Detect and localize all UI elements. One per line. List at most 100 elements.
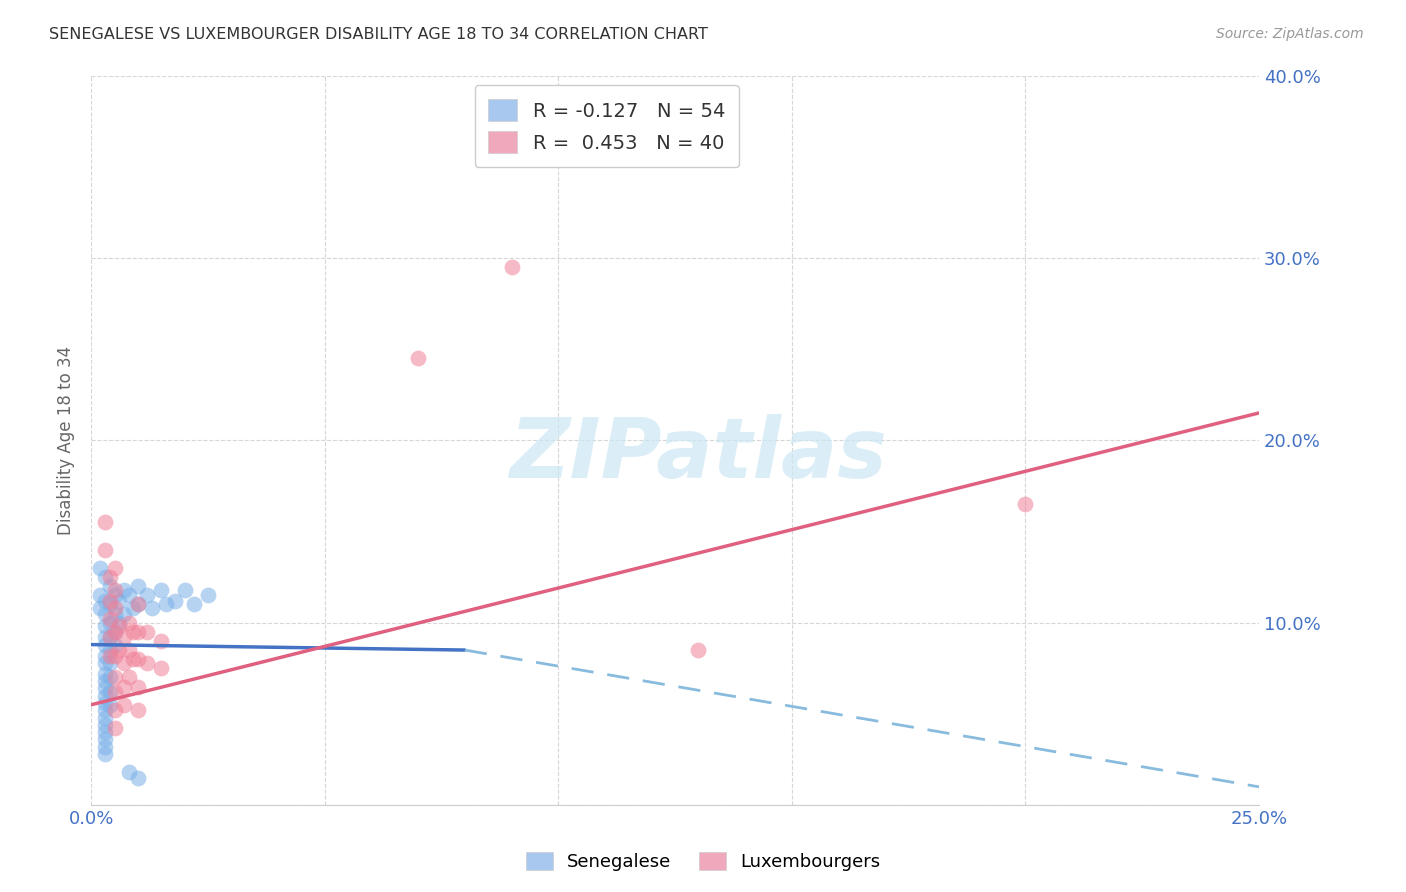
Point — [108, 615, 131, 630]
Point — [150, 582, 173, 597]
Point — [103, 703, 125, 717]
Text: ZIPatlas: ZIPatlas — [509, 415, 887, 495]
Point — [501, 260, 523, 274]
Legend: R = -0.127   N = 54, R =  0.453   N = 40: R = -0.127 N = 54, R = 0.453 N = 40 — [475, 86, 740, 167]
Point — [98, 656, 121, 670]
Point — [103, 670, 125, 684]
Point — [103, 648, 125, 663]
Point — [94, 594, 117, 608]
Point — [98, 643, 121, 657]
Point — [165, 594, 187, 608]
Point — [136, 624, 159, 639]
Point — [98, 648, 121, 663]
Point — [127, 703, 149, 717]
Point — [94, 696, 117, 710]
Point — [112, 656, 135, 670]
Point — [141, 601, 163, 615]
Point — [94, 674, 117, 689]
Y-axis label: Disability Age 18 to 34: Disability Age 18 to 34 — [58, 346, 75, 535]
Point — [94, 619, 117, 633]
Point — [406, 351, 429, 366]
Point — [117, 588, 139, 602]
Point — [127, 680, 149, 694]
Point — [112, 582, 135, 597]
Point — [122, 624, 145, 639]
Point — [94, 638, 117, 652]
Point — [94, 656, 117, 670]
Point — [127, 598, 149, 612]
Point — [1014, 497, 1036, 511]
Point — [94, 630, 117, 644]
Point — [103, 601, 125, 615]
Point — [103, 624, 125, 639]
Point — [136, 588, 159, 602]
Point — [98, 630, 121, 644]
Point — [136, 656, 159, 670]
Point — [94, 718, 117, 732]
Point — [94, 739, 117, 754]
Point — [103, 561, 125, 575]
Text: SENEGALESE VS LUXEMBOURGER DISABILITY AGE 18 TO 34 CORRELATION CHART: SENEGALESE VS LUXEMBOURGER DISABILITY AG… — [49, 27, 709, 42]
Point — [94, 732, 117, 747]
Point — [98, 594, 121, 608]
Legend: Senegalese, Luxembourgers: Senegalese, Luxembourgers — [519, 845, 887, 879]
Point — [94, 648, 117, 663]
Point — [94, 516, 117, 530]
Point — [103, 607, 125, 621]
Point — [98, 685, 121, 699]
Point — [98, 579, 121, 593]
Point — [94, 542, 117, 557]
Point — [173, 582, 195, 597]
Point — [117, 643, 139, 657]
Point — [127, 652, 149, 666]
Point — [150, 634, 173, 648]
Point — [94, 703, 117, 717]
Point — [89, 601, 111, 615]
Point — [98, 570, 121, 584]
Point — [98, 615, 121, 630]
Point — [155, 598, 177, 612]
Point — [117, 670, 139, 684]
Point — [94, 747, 117, 761]
Point — [94, 570, 117, 584]
Point — [127, 598, 149, 612]
Point — [98, 698, 121, 712]
Point — [112, 698, 135, 712]
Point — [98, 670, 121, 684]
Point — [89, 588, 111, 602]
Point — [94, 689, 117, 703]
Text: Source: ZipAtlas.com: Source: ZipAtlas.com — [1216, 27, 1364, 41]
Point — [112, 607, 135, 621]
Point — [117, 615, 139, 630]
Point — [127, 771, 149, 785]
Point — [103, 582, 125, 597]
Point — [103, 624, 125, 639]
Point — [122, 601, 145, 615]
Point — [94, 607, 117, 621]
Point — [197, 588, 219, 602]
Point — [103, 722, 125, 736]
Point — [94, 725, 117, 739]
Point — [150, 661, 173, 675]
Point — [98, 612, 121, 626]
Point — [94, 666, 117, 681]
Point — [103, 638, 125, 652]
Point — [94, 681, 117, 696]
Point — [108, 619, 131, 633]
Point — [98, 598, 121, 612]
Point — [103, 588, 125, 602]
Point — [89, 561, 111, 575]
Point — [127, 579, 149, 593]
Point — [94, 710, 117, 724]
Point — [117, 765, 139, 780]
Point — [122, 652, 145, 666]
Point — [183, 598, 205, 612]
Point — [112, 630, 135, 644]
Point — [103, 685, 125, 699]
Point — [98, 630, 121, 644]
Point — [688, 643, 710, 657]
Point — [112, 680, 135, 694]
Point — [108, 594, 131, 608]
Point — [127, 624, 149, 639]
Point — [108, 643, 131, 657]
